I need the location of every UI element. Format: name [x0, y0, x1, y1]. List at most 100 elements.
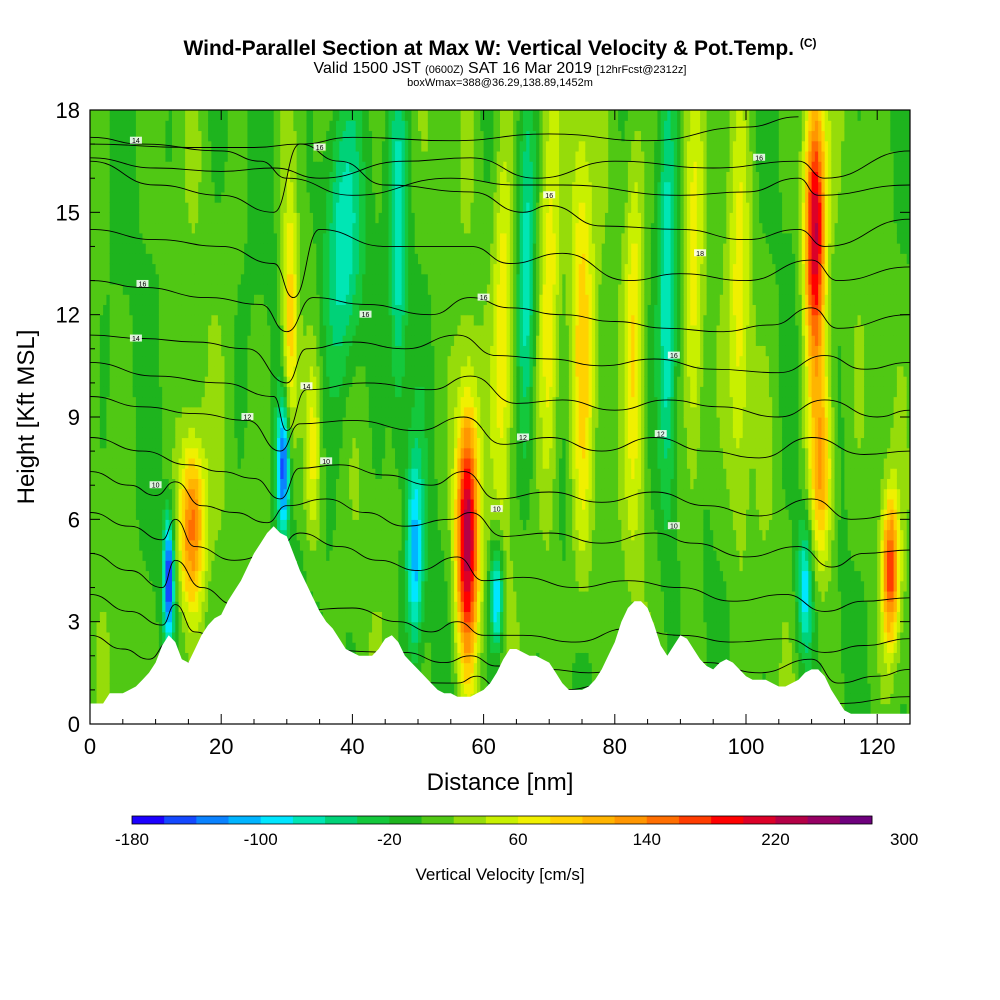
valid-date: SAT 16 Mar 2019 — [468, 60, 592, 77]
velocity-cell — [126, 550, 130, 561]
velocity-cell — [172, 529, 176, 541]
velocity-cell — [247, 376, 252, 387]
velocity-cell — [149, 365, 153, 377]
velocity-cell — [135, 212, 140, 224]
velocity-cell — [227, 498, 232, 510]
velocity-cell — [188, 161, 193, 172]
velocity-cell — [122, 386, 127, 398]
velocity-cell — [214, 447, 219, 459]
velocity-cell — [237, 253, 242, 265]
velocity-cell — [198, 120, 203, 132]
velocity-cell — [93, 417, 98, 428]
velocity-cell — [116, 457, 121, 469]
velocity-cell — [185, 580, 189, 592]
velocity-cell — [175, 355, 180, 367]
velocity-cell — [132, 294, 137, 306]
velocity-cell — [240, 529, 245, 541]
velocity-cell — [221, 150, 226, 162]
velocity-cell — [234, 406, 239, 418]
velocity-cell — [224, 243, 229, 254]
velocity-cell — [119, 243, 124, 254]
velocity-cell — [181, 140, 186, 152]
velocity-cell — [178, 243, 183, 254]
velocity-cell — [237, 417, 242, 428]
velocity-cell — [244, 304, 249, 316]
velocity-cell — [155, 355, 160, 367]
velocity-cell — [90, 662, 94, 674]
velocity-cell — [254, 232, 258, 244]
velocity-cell — [263, 355, 268, 367]
velocity-cell — [145, 498, 150, 510]
velocity-cell — [145, 355, 150, 367]
velocity-cell — [116, 386, 121, 398]
velocity-cell — [237, 376, 242, 387]
velocity-cell — [214, 110, 219, 121]
velocity-cell — [244, 386, 249, 398]
velocity-cell — [217, 161, 222, 172]
velocity-cell — [250, 150, 255, 162]
velocity-cell — [191, 529, 196, 541]
velocity-cell — [106, 468, 111, 479]
velocity-cell — [168, 294, 173, 306]
velocity-cell — [126, 202, 130, 213]
velocity-cell — [211, 580, 216, 592]
velocity-cell — [194, 345, 199, 357]
velocity-cell — [119, 580, 124, 592]
velocity-cell — [250, 273, 255, 285]
velocity-cell — [149, 611, 153, 623]
velocity-cell — [103, 498, 107, 510]
velocity-cell — [99, 570, 104, 582]
velocity-cell — [90, 550, 94, 561]
velocity-cell — [119, 621, 124, 633]
velocity-cell — [214, 191, 219, 203]
velocity-cell — [247, 498, 252, 510]
velocity-cell — [254, 120, 258, 132]
velocity-cell — [99, 304, 104, 316]
velocity-cell — [240, 253, 245, 265]
velocity-cell — [172, 253, 176, 265]
velocity-cell — [116, 273, 121, 285]
velocity-cell — [109, 212, 114, 224]
velocity-cell — [145, 478, 150, 490]
velocity-cell — [227, 396, 232, 408]
velocity-cell — [90, 652, 94, 664]
velocity-cell — [135, 263, 140, 275]
velocity-cell — [244, 324, 249, 336]
velocity-cell — [152, 202, 157, 213]
velocity-cell — [208, 191, 212, 203]
velocity-cell — [217, 427, 222, 439]
velocity-cell — [178, 550, 183, 561]
velocity-cell — [224, 590, 229, 602]
velocity-cell — [129, 396, 134, 408]
velocity-cell — [231, 263, 235, 275]
velocity-cell — [103, 161, 107, 172]
velocity-cell — [158, 601, 163, 613]
velocity-cell — [165, 345, 170, 357]
velocity-cell — [162, 570, 167, 582]
velocity-cell — [158, 263, 163, 275]
velocity-cell — [103, 212, 107, 224]
velocity-cell — [126, 120, 130, 132]
velocity-cell — [106, 222, 111, 234]
velocity-cell — [139, 498, 144, 510]
velocity-cell — [106, 150, 111, 162]
velocity-cell — [106, 529, 111, 541]
velocity-cell — [172, 273, 176, 285]
velocity-cell — [237, 365, 242, 377]
velocity-cell — [214, 171, 219, 183]
velocity-cell — [93, 488, 98, 500]
velocity-cell — [139, 642, 144, 653]
velocity-cell — [158, 621, 163, 633]
velocity-cell — [188, 191, 193, 203]
velocity-cell — [244, 253, 249, 265]
velocity-cell — [162, 550, 167, 561]
velocity-cell — [254, 457, 258, 469]
velocity-cell — [185, 273, 189, 285]
velocity-cell — [119, 386, 124, 398]
velocity-cell — [257, 191, 262, 203]
velocity-cell — [129, 130, 134, 142]
velocity-cell — [109, 488, 114, 500]
velocity-cell — [172, 468, 176, 479]
velocity-cell — [139, 580, 144, 592]
velocity-cell — [155, 335, 160, 346]
